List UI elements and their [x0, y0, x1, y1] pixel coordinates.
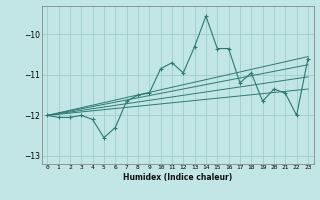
- X-axis label: Humidex (Indice chaleur): Humidex (Indice chaleur): [123, 173, 232, 182]
